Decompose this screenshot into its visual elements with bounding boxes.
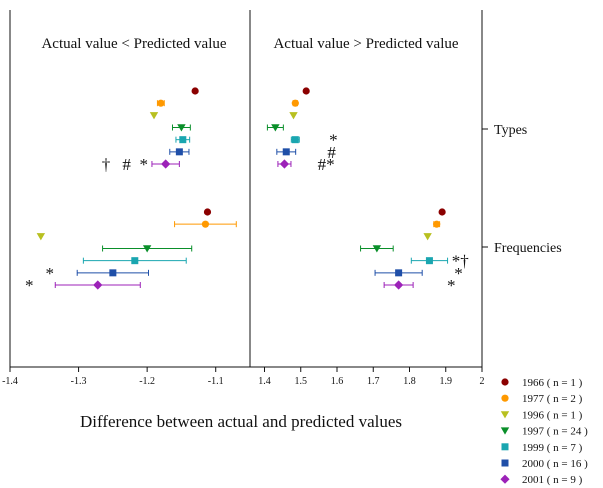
data-point <box>177 124 186 132</box>
legend-marker <box>501 459 509 467</box>
x-tick-label: 1.9 <box>440 376 453 387</box>
data-point <box>149 112 159 120</box>
legend-marker <box>500 411 510 419</box>
x-tick-label: -1.2 <box>139 376 155 387</box>
x-tick-label: 1.4 <box>258 376 271 387</box>
annotation-mark: # <box>327 143 336 162</box>
annotation-mark: # <box>122 155 131 174</box>
data-point <box>131 257 139 265</box>
data-point <box>438 208 446 216</box>
legend-label: 1997 ( n = 24 ) <box>522 426 588 438</box>
data-point <box>142 245 152 253</box>
legend-label: 1966 ( n = 1 ) <box>522 377 583 389</box>
x-tick-label: -1.3 <box>71 376 87 387</box>
data-point <box>161 159 171 169</box>
legend-label: 1977 ( n = 2 ) <box>522 393 583 405</box>
data-point <box>279 159 290 169</box>
x-tick-label: 1.5 <box>295 376 308 387</box>
x-tick-label: 1.8 <box>403 376 416 387</box>
legend: 1966 ( n = 1 ) 1977 ( n = 2 ) 1996 ( n = 1… <box>500 377 588 486</box>
legend-marker <box>501 394 509 402</box>
legend-label: 2001 ( n = 9 ) <box>522 474 583 486</box>
data-point <box>109 269 117 277</box>
data-marks <box>36 87 449 290</box>
category-labels: Types Frequencies <box>482 123 562 256</box>
legend-label: 1996 ( n = 1 ) <box>522 409 583 421</box>
x-tick-label: -1.4 <box>2 376 18 387</box>
data-point <box>291 99 299 107</box>
data-point <box>93 280 103 290</box>
plot-frame <box>9 10 483 368</box>
data-point <box>423 233 432 241</box>
data-point <box>289 112 298 120</box>
annotation-mark: † <box>102 155 111 174</box>
data-point <box>191 87 199 95</box>
legend-marker <box>500 474 510 484</box>
data-point <box>425 257 433 265</box>
annotation-mark: * <box>139 155 148 174</box>
annotation-mark: * <box>447 276 456 295</box>
annotation-mark: * <box>454 264 463 283</box>
data-point <box>394 280 404 290</box>
annotation-mark: * <box>25 276 34 295</box>
x-axis-ticks: -1.4 -1.3 -1.2 -1.1 1.4 1.5 1.6 1.7 1.8 1.9 2 <box>2 367 485 387</box>
legend-marker <box>501 443 509 451</box>
annotation-mark: * <box>46 264 55 283</box>
x-tick-label: 2 <box>480 376 485 387</box>
panel-title-right: Actual value > Predicted value <box>273 36 458 52</box>
annotation-mark: #* <box>318 155 335 174</box>
x-tick-label: 1.6 <box>331 376 344 387</box>
x-tick-label: -1.1 <box>208 376 224 387</box>
legend-marker <box>500 427 510 435</box>
data-point <box>302 87 310 95</box>
x-axis-label: Difference between actual and predicted … <box>80 412 402 431</box>
data-point <box>36 233 46 241</box>
significance-annotations: † # **##****†** <box>25 131 469 295</box>
data-point <box>395 269 403 277</box>
data-point <box>291 136 299 144</box>
data-point <box>201 220 210 228</box>
annotation-mark: * <box>329 131 338 150</box>
data-point <box>282 148 290 156</box>
data-point <box>433 220 441 228</box>
category-label: Frequencies <box>494 241 562 256</box>
data-point <box>157 99 165 107</box>
x-tick-label: 1.7 <box>367 376 380 387</box>
legend-marker <box>501 378 509 386</box>
data-point <box>203 208 212 216</box>
category-label: Types <box>494 123 527 138</box>
panel-title-left: Actual value < Predicted value <box>41 36 226 52</box>
data-point <box>372 245 382 253</box>
data-point <box>179 136 187 144</box>
annotation-mark: *† <box>452 252 469 271</box>
data-point <box>175 148 183 156</box>
data-point <box>271 124 280 132</box>
legend-label: 2000 ( n = 16 ) <box>522 458 588 470</box>
legend-label: 1999 ( n = 7 ) <box>522 442 583 454</box>
